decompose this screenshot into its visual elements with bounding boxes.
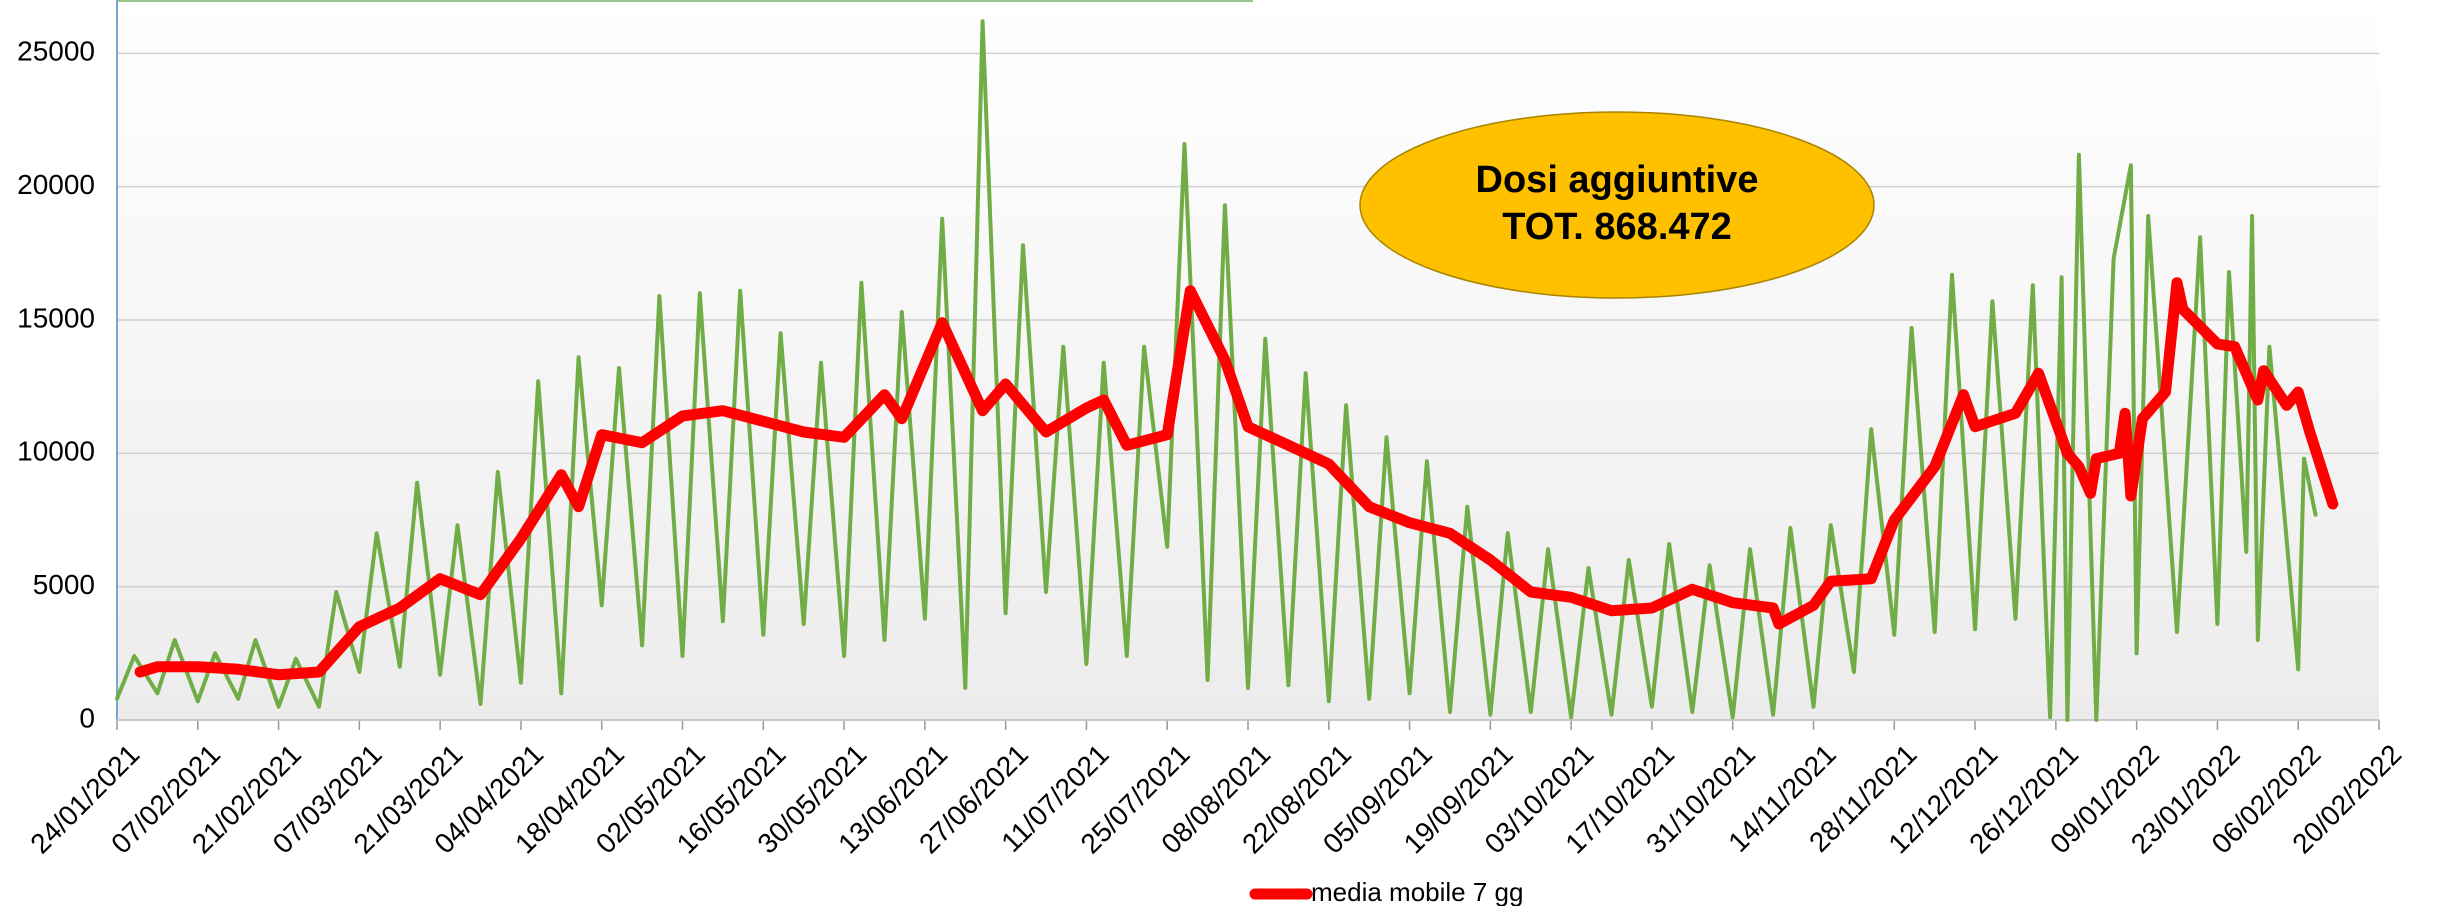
y-tick-label: 25000 bbox=[17, 36, 95, 67]
y-tick-label: 10000 bbox=[17, 436, 95, 467]
series-line bbox=[134, 277, 2339, 681]
annotation-bubble bbox=[1359, 111, 1875, 299]
legend-label: media mobile 7 gg bbox=[1311, 877, 1523, 906]
y-tick-label: 5000 bbox=[33, 569, 95, 600]
annotation-text: Dosi aggiuntive bbox=[1476, 159, 1759, 201]
y-tick-label: 0 bbox=[79, 702, 95, 733]
annotation-text: TOT. 868.472 bbox=[1502, 206, 1732, 248]
y-tick-label: 15000 bbox=[17, 302, 95, 333]
plot-area bbox=[117, 0, 2379, 720]
y-tick-label: 20000 bbox=[17, 169, 95, 200]
series-line bbox=[115, 19, 2318, 722]
